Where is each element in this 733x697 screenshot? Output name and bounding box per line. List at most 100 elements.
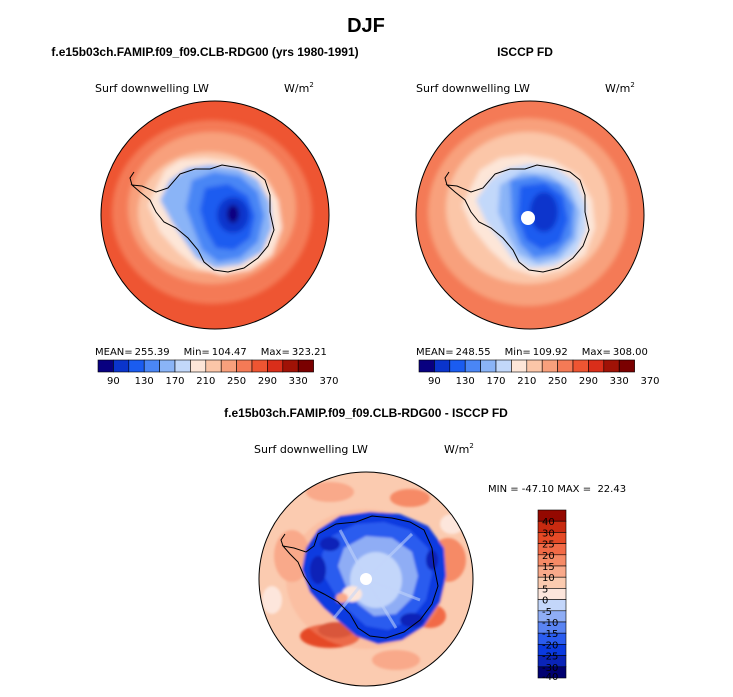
colorbar-label: 210 — [196, 376, 215, 387]
colorbar-label: -25 — [542, 652, 558, 663]
colorbar-box — [113, 359, 130, 373]
colorbar-label: 370 — [640, 376, 659, 387]
panel-diff-core-warm — [336, 593, 348, 603]
colorbar-box — [557, 359, 574, 373]
colorbar-label: 370 — [319, 376, 338, 387]
colorbar-box — [434, 359, 451, 373]
colorbar-box — [159, 359, 176, 373]
colorbar-box — [97, 359, 114, 373]
panel-obs: ISCCP FD Surf downwelling LW W/m2 MEAN= 2… — [415, 45, 660, 387]
panel-model-boundary — [100, 100, 330, 330]
panel-obs-coastline — [445, 164, 590, 273]
panel-diff-variable: Surf downwelling LW — [254, 443, 368, 456]
colorbar-label: 40 — [542, 517, 555, 528]
panel-model-variable: Surf downwelling LW — [95, 82, 209, 95]
colorbar-box — [464, 359, 481, 373]
colorbar-label: -40 — [542, 672, 558, 683]
colorbar-label: 290 — [258, 376, 277, 387]
panel-diff-deep-2 — [320, 537, 340, 551]
panel-diff-patch-9 — [440, 514, 464, 534]
colorbar-label: -20 — [542, 640, 558, 651]
colorbar-label: -5 — [542, 607, 552, 618]
colorbar-box — [128, 359, 145, 373]
panel-model-colorbar: 90 130 170 210 250 290 330 370 — [97, 359, 339, 387]
colorbar-label: -15 — [542, 629, 558, 640]
colorbar-box — [267, 359, 284, 373]
colorbar-box — [297, 359, 314, 373]
colorbar-label: 20 — [542, 551, 555, 562]
panel-obs-units: W/m2 — [605, 81, 635, 95]
colorbar-box — [143, 359, 160, 373]
colorbar-box — [174, 359, 191, 373]
panel-diff-deep-4 — [426, 550, 438, 570]
panel-obs-missing-pole — [521, 211, 535, 225]
panel-diff-units: W/m2 — [444, 442, 474, 456]
panel-diff-patch-2 — [390, 489, 430, 507]
colorbar-box — [205, 359, 222, 373]
colorbar-box — [251, 359, 268, 373]
colorbar-box — [526, 359, 543, 373]
panel-diff-title: f.e15b03ch.FAMIP.f09_f09.CLB-RDG00 - ISC… — [224, 406, 508, 420]
colorbar-box — [282, 359, 299, 373]
colorbar-label: 10 — [542, 573, 555, 584]
colorbar-box — [511, 359, 528, 373]
colorbar-box — [449, 359, 466, 373]
panel-diff-peninsula — [280, 533, 286, 547]
panel-model: f.e15b03ch.FAMIP.f09_f09.CLB-RDG00 (yrs … — [51, 45, 358, 387]
panel-diff-streaks — [332, 529, 421, 629]
colorbar-label: 290 — [579, 376, 598, 387]
panel-diff-patch-1 — [306, 482, 354, 502]
panel-diff-missing-pole — [360, 573, 372, 585]
panel-model-coastline — [130, 164, 275, 273]
colorbar-label: 210 — [517, 376, 536, 387]
colorbar-label: 250 — [548, 376, 567, 387]
panel-diff-boundary — [258, 471, 474, 687]
colorbar-label: 15 — [542, 562, 555, 573]
colorbar-box — [495, 359, 512, 373]
panel-obs-title: ISCCP FD — [497, 45, 553, 59]
panel-obs-boundary — [415, 100, 645, 330]
colorbar-label: 170 — [486, 376, 505, 387]
colorbar-label: 170 — [165, 376, 184, 387]
panel-diff-coastline — [281, 515, 439, 639]
colorbar-label: 90 — [428, 376, 441, 387]
panel-model-units: W/m2 — [284, 81, 314, 95]
colorbar-box — [588, 359, 605, 373]
colorbar-box — [480, 359, 497, 373]
colorbar-label: 330 — [610, 376, 629, 387]
colorbar-label: 30 — [542, 528, 555, 539]
panel-obs-variable: Surf downwelling LW — [416, 82, 530, 95]
panel-obs-peninsula — [444, 171, 450, 186]
panel-model-stats: MEAN= 255.39 Min= 104.47 Max= 323.21 — [95, 347, 327, 358]
colorbar-label: 90 — [107, 376, 120, 387]
panel-diff-patch-10 — [262, 586, 282, 614]
colorbar-box — [537, 666, 567, 679]
colorbar-label: -10 — [542, 618, 558, 629]
panel-diff: f.e15b03ch.FAMIP.f09_f09.CLB-RDG00 - ISC… — [224, 406, 626, 687]
colorbar-box — [572, 359, 589, 373]
colorbar-label: 5 — [542, 584, 548, 595]
panel-model-minimum — [227, 205, 239, 223]
colorbar-label: 130 — [456, 376, 475, 387]
panel-obs-stats: MEAN= 248.55 Min= 109.92 Max= 308.00 — [416, 347, 648, 358]
panel-diff-range: MIN = -47.10 MAX = 22.43 — [488, 484, 626, 495]
colorbar-box — [603, 359, 620, 373]
panel-diff-deep-3 — [400, 613, 424, 627]
panel-diff-core-light — [350, 552, 402, 608]
panel-diff-patch-8 — [372, 650, 420, 670]
figure-title: DJF — [347, 15, 385, 37]
panel-obs-colorbar: 90 130 170 210 250 290 330 370 — [418, 359, 660, 387]
colorbar-label: 250 — [227, 376, 246, 387]
colorbar-box — [220, 359, 237, 373]
colorbar-box — [190, 359, 207, 373]
colorbar-label: 330 — [289, 376, 308, 387]
colorbar-box — [236, 359, 253, 373]
panel-model-peninsula — [129, 171, 135, 186]
colorbar-box — [541, 359, 558, 373]
colorbar-label: 25 — [542, 540, 555, 551]
colorbar-label: 130 — [135, 376, 154, 387]
colorbar-label: 0 — [542, 596, 548, 607]
colorbar-box — [618, 359, 635, 373]
